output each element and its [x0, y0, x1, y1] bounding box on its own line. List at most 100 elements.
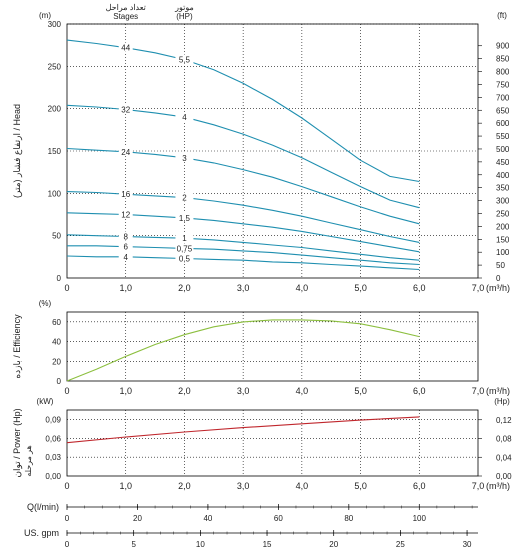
x-tick-label: 2,0 — [178, 283, 191, 293]
x-tick-label: 7,0 — [472, 386, 485, 396]
flow-scale-gpm-tick-label: 0 — [65, 540, 70, 549]
x-tick-label: 0 — [64, 386, 69, 396]
x-tick-label: 4,0 — [296, 481, 309, 491]
y-tick-label: 50 — [52, 232, 61, 241]
stage-label-bg — [118, 104, 133, 114]
right-tick-label: 200 — [496, 222, 510, 231]
x-tick-label: 2,0 — [178, 481, 191, 491]
stage-label-bg — [118, 241, 133, 251]
y-tick-label: 200 — [48, 105, 62, 114]
right-tick-label: 0 — [496, 274, 501, 283]
stage-label: 32 — [121, 106, 130, 115]
right-tick-label: 600 — [496, 119, 510, 128]
stage-label-bg — [118, 209, 133, 219]
right-tick-label: 750 — [496, 80, 510, 89]
hp-label: 0,75 — [177, 244, 193, 253]
flow-scale-lpm-tick-label: 0 — [65, 514, 70, 523]
stage-label-bg — [118, 146, 133, 156]
motor-header: موتور — [174, 3, 194, 12]
stage-label-bg — [118, 189, 133, 199]
right-tick-label: 900 — [496, 42, 510, 51]
y-axis-title: توان / Power (Hp) — [12, 408, 23, 477]
y-unit-label: (%) — [39, 299, 52, 308]
x-tick-label: 0 — [64, 283, 69, 293]
right-tick-label: 50 — [496, 261, 505, 270]
stage-label: 16 — [121, 190, 130, 199]
y-tick-label: 300 — [48, 20, 62, 29]
x-tick-label: 0 — [64, 481, 69, 491]
stage-label: 6 — [123, 243, 128, 252]
x-unit-label: (m³/h) — [486, 481, 510, 491]
x-tick-label: 5,0 — [354, 386, 367, 396]
stage-label: 44 — [121, 44, 130, 53]
y-tick-label: 0,03 — [45, 453, 61, 462]
y-axis-title: بازده / Efficiency — [12, 314, 23, 379]
flow-scale-gpm-tick-label: 15 — [263, 540, 272, 549]
chart-panel-0: 0 1,0 2,0 3,0 4,0 5,0 6,0 7,0 (m³/h)050100150200… — [12, 3, 510, 293]
flow-scale-gpm-label: US. gpm — [24, 528, 59, 538]
stage-label: 24 — [121, 148, 130, 157]
x-tick-label: 4,0 — [296, 283, 309, 293]
right-tick-label: 0,08 — [496, 435, 512, 444]
right-unit-label: (ft) — [497, 11, 507, 20]
hp-label-bg — [175, 233, 194, 243]
hp-label: 5,5 — [179, 56, 191, 65]
x-tick-label: 4,0 — [296, 386, 309, 396]
flow-scale-lpm-tick-label: 100 — [413, 514, 427, 523]
y-tick-label: 60 — [52, 318, 61, 327]
hp-label-bg — [175, 54, 194, 64]
right-tick-label: 0,04 — [496, 453, 512, 462]
right-tick-label: 650 — [496, 106, 510, 115]
hp-label-bg — [175, 112, 194, 122]
x-tick-label: 5,0 — [354, 283, 367, 293]
y-tick-label: 40 — [52, 338, 61, 347]
flow-scale-gpm: 0 5 10 15 20 25 30 US. gpm — [24, 528, 478, 549]
flow-scale-lpm: 0 20 40 60 80 100 Q(l/min) — [27, 502, 478, 523]
y-axis-title: ارتفاع فشار (متر) / Head — [12, 104, 23, 198]
stage-label: 12 — [121, 211, 130, 220]
y-axis-subtitle: هر مرحله — [24, 445, 33, 476]
right-tick-label: 350 — [496, 184, 510, 193]
y-tick-label: 250 — [48, 62, 62, 71]
right-tick-label: 0,00 — [496, 472, 512, 481]
y-tick-label: 20 — [52, 357, 61, 366]
x-tick-label: 1,0 — [119, 386, 132, 396]
x-tick-label: 6,0 — [413, 481, 426, 491]
right-tick-label: 400 — [496, 171, 510, 180]
flow-scale-gpm-tick-label: 25 — [396, 540, 405, 549]
series-line — [66, 416, 420, 444]
hp-label: 0,5 — [179, 255, 191, 264]
y-tick-label: 0,09 — [45, 415, 61, 424]
hp-label-bg — [175, 243, 194, 253]
x-unit-label: (m³/h) — [486, 386, 510, 396]
right-tick-label: 700 — [496, 93, 510, 102]
y-tick-label: 0,06 — [45, 434, 61, 443]
hp-label-bg — [175, 192, 194, 202]
stages-header-en: Stages — [113, 12, 138, 21]
hp-label: 1,5 — [179, 214, 191, 223]
right-tick-label: 550 — [496, 132, 510, 141]
y-unit-label: (m) — [39, 11, 51, 20]
right-tick-label: 150 — [496, 235, 510, 244]
x-tick-label: 7,0 — [472, 283, 485, 293]
stage-label-bg — [118, 42, 133, 52]
chart-panel-2: 0 1,0 2,0 3,0 4,0 5,0 6,0 7,0 (m³/h)0,000,030,06… — [12, 397, 512, 491]
x-tick-label: 2,0 — [178, 386, 191, 396]
x-tick-label: 7,0 — [472, 481, 485, 491]
plot-frame — [66, 409, 479, 477]
stage-label-bg — [118, 231, 133, 241]
series-line — [66, 319, 420, 382]
chart-panel-1: 0 1,0 2,0 3,0 4,0 5,0 6,0 7,0 (m³/h) 0 20 40 60 (%) با… — [12, 299, 510, 396]
right-tick-label: 800 — [496, 68, 510, 77]
right-tick-label: 500 — [496, 145, 510, 154]
hp-label: 4 — [182, 113, 187, 122]
x-tick-label: 3,0 — [237, 283, 250, 293]
flow-scale-lpm-tick-label: 20 — [133, 514, 142, 523]
flow-scale-gpm-tick-label: 5 — [131, 540, 136, 549]
flow-scale-lpm-label: Q(l/min) — [27, 502, 59, 512]
flow-scale-lpm-tick-label: 60 — [274, 514, 283, 523]
flow-scale-gpm-tick-label: 10 — [196, 540, 205, 549]
y-tick-label: 0,00 — [45, 472, 61, 481]
x-tick-label: 1,0 — [119, 283, 132, 293]
